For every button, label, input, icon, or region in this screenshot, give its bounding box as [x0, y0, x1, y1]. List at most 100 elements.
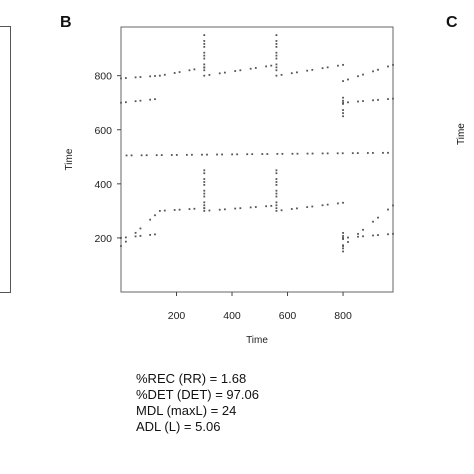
recurrence-point — [362, 228, 364, 231]
recurrence-point — [275, 63, 278, 66]
y-tick-label: 200 — [94, 233, 112, 245]
recurrence-point — [234, 70, 237, 72]
recurrence-point — [275, 45, 278, 48]
recurrence-point — [221, 153, 223, 156]
recurrence-point — [342, 99, 344, 102]
recurrence-point — [163, 209, 166, 212]
recurrence-point — [218, 208, 221, 211]
x-tick-label: 400 — [223, 310, 241, 322]
recurrence-point — [275, 178, 278, 180]
recurrence-point — [326, 152, 329, 155]
recurrence-point — [275, 201, 278, 204]
recurrence-point — [203, 74, 206, 77]
recurrence-point — [342, 112, 344, 115]
recurrence-point — [342, 96, 344, 99]
recurrence-point — [337, 202, 339, 205]
recurrence-point — [275, 204, 278, 207]
recurrence-point — [342, 231, 344, 234]
recurrence-point — [372, 220, 374, 223]
recurrence-point — [275, 207, 278, 210]
recurrence-point — [326, 203, 329, 206]
recurrence-point — [203, 192, 206, 195]
recurrence-point — [191, 153, 193, 156]
x-tick-label: 200 — [168, 310, 186, 322]
recurrence-point — [149, 98, 152, 101]
recurrence-point — [342, 101, 344, 104]
recurrence-points — [120, 34, 394, 253]
y-tick-label: 400 — [94, 179, 112, 191]
recurrence-point — [366, 152, 369, 154]
metric-det: %DET (DET) = 97.06 — [136, 387, 259, 402]
recurrence-point — [188, 69, 191, 72]
recurrence-point — [236, 153, 239, 156]
recurrence-point — [203, 54, 206, 57]
recurrence-point — [347, 78, 349, 81]
recurrence-point — [254, 206, 257, 208]
recurrence-point — [223, 71, 226, 74]
recurrence-point — [139, 234, 142, 237]
recurrence-point — [275, 181, 278, 183]
recurrence-point — [134, 76, 137, 79]
recurrence-point — [216, 153, 218, 156]
recurrence-point — [203, 181, 206, 183]
recurrence-point — [306, 206, 309, 209]
recurrence-point — [290, 72, 293, 75]
recurrence-point — [321, 152, 324, 155]
recurrence-point — [275, 169, 278, 172]
recurrence-point — [130, 154, 133, 157]
recurrence-point — [362, 235, 364, 238]
recurrence-point — [203, 201, 206, 204]
recurrence-point — [362, 100, 364, 102]
recurrence-point — [145, 154, 148, 157]
recurrence-point — [357, 75, 359, 78]
recurrence-point — [342, 250, 344, 253]
recurrence-point — [231, 153, 234, 156]
recurrence-point — [387, 233, 389, 236]
recurrence-point — [239, 69, 242, 72]
recurrence-point — [149, 75, 152, 78]
recurrence-point — [296, 71, 298, 74]
recurrence-point — [342, 247, 344, 250]
recurrence-point — [149, 218, 152, 221]
recurrence-point — [357, 235, 359, 238]
recurrence-point — [149, 233, 152, 236]
y-tick-label: 600 — [94, 125, 112, 137]
recurrence-point — [193, 68, 196, 71]
x-tick-label: 600 — [279, 310, 297, 322]
recurrence-point — [265, 65, 268, 68]
y-axis-ticks: 200 400 600 800 — [94, 71, 121, 245]
recurrence-point — [337, 64, 339, 67]
recurrence-point — [203, 43, 206, 45]
recurrence-point — [124, 77, 127, 79]
recurrence-point — [291, 152, 294, 155]
recurrence-point — [342, 237, 344, 239]
recurrence-point — [347, 241, 349, 243]
recurrence-point — [203, 34, 206, 37]
recurrence-point — [342, 115, 344, 118]
recurrence-point — [275, 34, 278, 37]
recurrence-point — [311, 68, 314, 71]
recurrence-point — [351, 152, 354, 155]
recurrence-point — [342, 102, 344, 105]
recurrence-point — [203, 209, 206, 212]
recurrence-point — [134, 235, 137, 238]
recurrence-point — [266, 153, 269, 155]
recurrence-point — [203, 51, 206, 54]
recurrence-point — [203, 189, 206, 192]
recurrence-point — [290, 208, 293, 210]
recurrence-point — [387, 208, 389, 211]
recurrence-point — [203, 204, 206, 207]
recurrence-point — [120, 77, 122, 80]
recurrence-point — [347, 101, 349, 104]
recurrence-point — [154, 75, 156, 77]
recurrence-point — [275, 195, 278, 198]
recurrence-point — [275, 57, 278, 60]
recurrence-point — [139, 227, 142, 230]
recurrence-point — [158, 74, 161, 77]
previous-panel-frame-fragment — [0, 26, 11, 293]
recurrence-point — [275, 66, 278, 69]
recurrence-point — [357, 232, 359, 235]
recurrence-point — [321, 204, 324, 207]
recurrence-point — [158, 209, 161, 212]
recurrence-point — [275, 69, 278, 72]
